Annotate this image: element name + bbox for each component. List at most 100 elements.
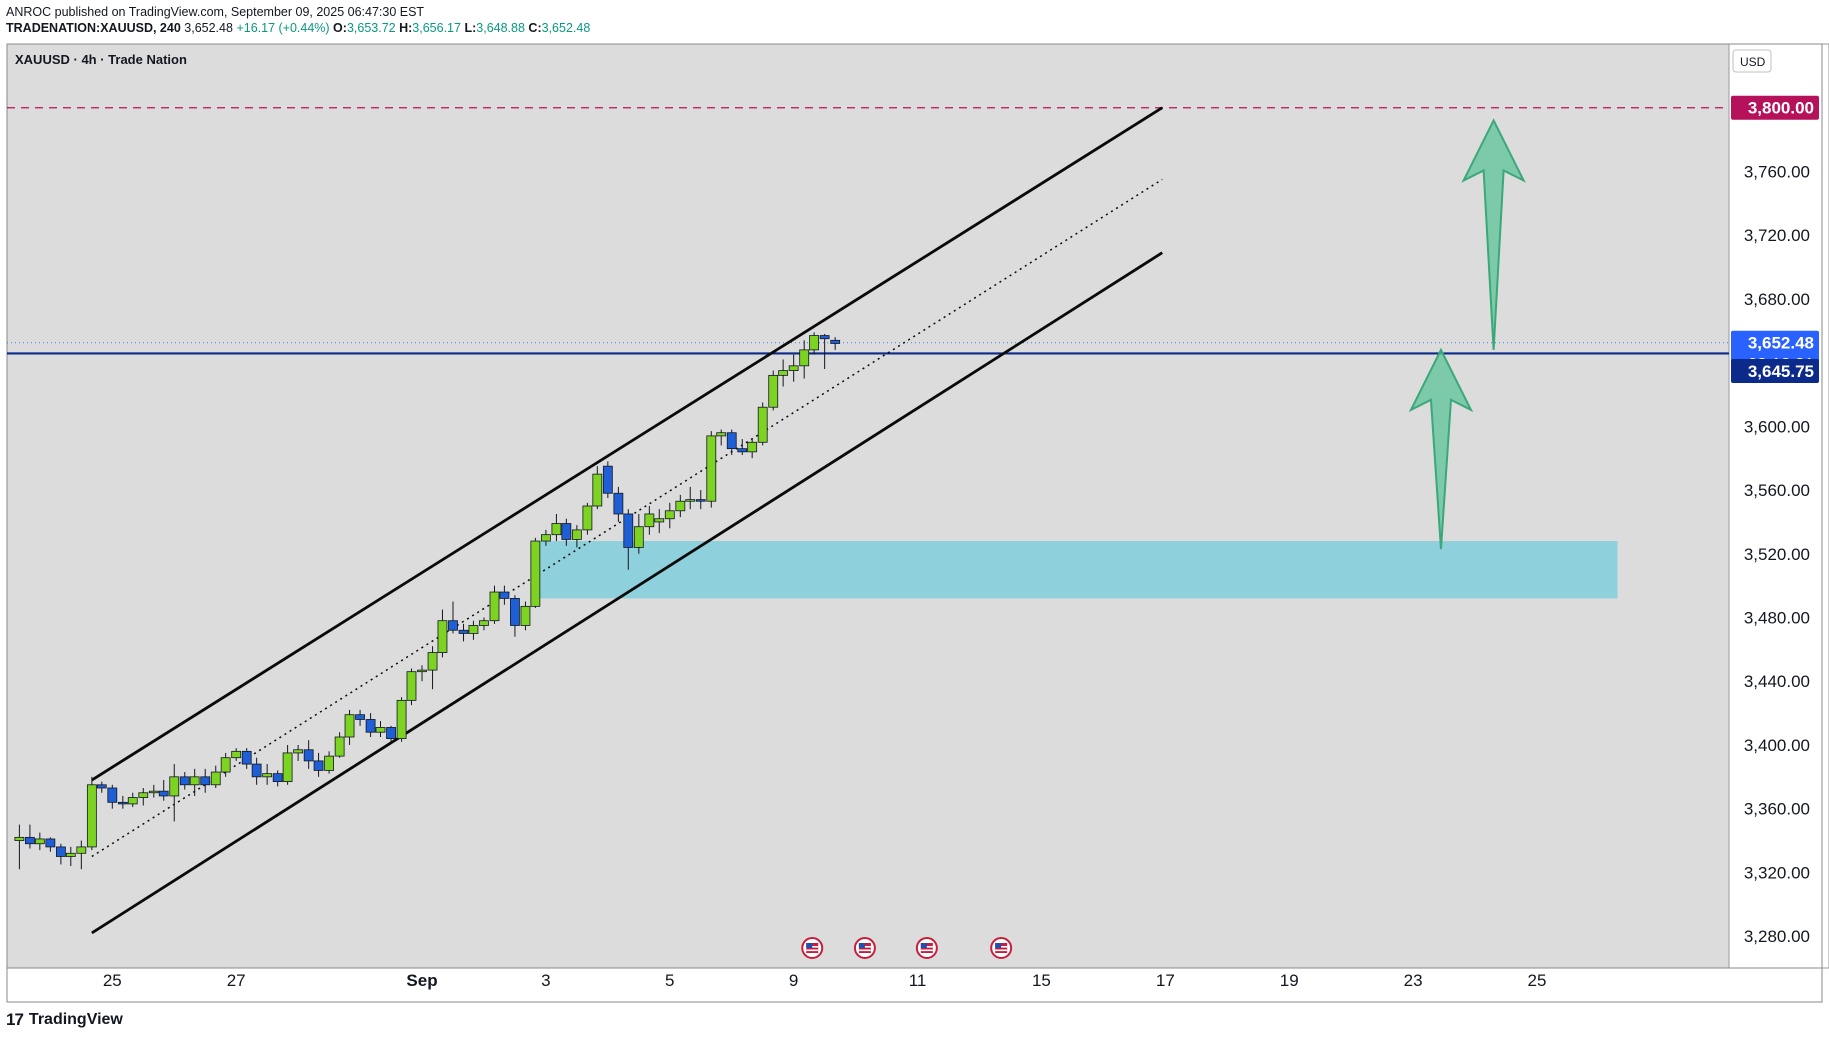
candle[interactable] [262,773,273,778]
target-arrow-2[interactable] [1461,118,1526,350]
candle[interactable] [334,736,345,757]
candle[interactable] [437,620,448,653]
candle[interactable] [117,801,128,805]
candle[interactable] [148,790,159,794]
y-tick-label: 3,520.00 [1744,545,1810,564]
candle[interactable] [303,749,314,762]
candle[interactable] [479,620,489,626]
candle[interactable] [675,500,686,512]
candle[interactable] [344,714,355,738]
target-arrow-1[interactable] [1408,347,1474,550]
candle[interactable] [179,776,190,786]
candle[interactable] [602,465,613,494]
candle[interactable] [25,836,35,845]
candle[interactable] [386,727,396,739]
candle[interactable] [417,669,427,673]
candle[interactable] [138,792,149,798]
candle[interactable] [592,473,603,507]
candle[interactable] [272,773,283,783]
candle[interactable] [499,591,510,599]
candle[interactable] [396,699,407,739]
candle[interactable] [406,671,417,701]
candle[interactable] [86,784,97,848]
candle[interactable] [540,534,551,542]
candle[interactable] [458,629,469,634]
price-axis[interactable] [1728,43,1829,969]
candle[interactable] [365,719,376,733]
time-axis[interactable] [7,968,1729,1005]
candle[interactable] [520,605,531,626]
candle[interactable] [778,370,789,376]
candle[interactable] [45,838,56,848]
candle[interactable] [158,790,169,797]
candle[interactable] [448,620,458,631]
candle[interactable] [510,598,520,626]
candle[interactable] [189,776,200,786]
candle[interactable] [200,776,211,786]
plot-area[interactable] [7,44,1729,968]
candle[interactable] [654,518,665,523]
candle[interactable] [169,776,180,797]
candle[interactable] [530,540,541,607]
candle[interactable] [561,523,572,540]
candle[interactable] [355,714,365,720]
candle[interactable] [571,529,582,540]
y-tick-label: 3,680.00 [1744,290,1810,309]
candle[interactable] [76,846,87,854]
candle[interactable] [96,784,107,789]
candle[interactable] [468,625,479,634]
candle[interactable] [644,513,655,528]
candle[interactable] [613,492,624,515]
candle[interactable] [427,652,438,671]
candle[interactable] [768,374,779,408]
candle[interactable] [107,787,118,803]
us-event-flag-icon[interactable] [990,937,1013,959]
tradingview-logo[interactable]: 17 TradingView [6,1010,123,1030]
candle[interactable] [737,448,748,453]
channel-upper-line[interactable] [91,106,1163,782]
candle[interactable] [55,846,66,857]
candle[interactable] [210,771,221,786]
channel-lower-line[interactable] [91,251,1163,935]
candle[interactable] [282,752,293,783]
candle[interactable] [127,797,138,805]
candle[interactable] [726,432,737,450]
candle[interactable] [819,335,830,340]
candle[interactable] [34,838,45,845]
candle[interactable] [747,441,758,453]
candle[interactable] [241,750,252,765]
candle[interactable] [633,526,644,548]
currency-label[interactable]: USD [1740,55,1766,69]
candle[interactable] [664,510,675,520]
candle[interactable] [220,757,231,773]
x-tick-label: 15 [1032,971,1051,990]
candle[interactable] [695,499,706,502]
candle[interactable] [251,763,262,778]
candle[interactable] [14,836,25,841]
candle[interactable] [582,505,593,531]
candle[interactable] [375,727,386,733]
candle[interactable] [788,365,799,371]
candle[interactable] [685,499,696,502]
candle[interactable] [65,852,76,857]
candle[interactable] [799,349,810,367]
candle[interactable] [706,435,717,502]
us-event-flag-icon[interactable] [801,937,824,959]
candle[interactable] [489,591,500,622]
support-zone[interactable] [535,541,1618,599]
candle[interactable] [293,749,304,754]
candle[interactable] [623,513,634,548]
candle[interactable] [324,755,335,771]
channel-mid-line[interactable] [91,178,1163,858]
candle[interactable] [231,750,242,759]
candle[interactable] [551,523,562,536]
candle[interactable] [809,335,820,351]
us-event-flag-icon[interactable] [915,937,938,959]
candle[interactable] [313,760,324,771]
candle[interactable] [757,406,768,443]
low-value: 3,648.88 [476,21,525,35]
candle[interactable] [830,339,841,344]
us-event-flag-icon[interactable] [853,937,876,959]
candle[interactable] [716,432,727,437]
